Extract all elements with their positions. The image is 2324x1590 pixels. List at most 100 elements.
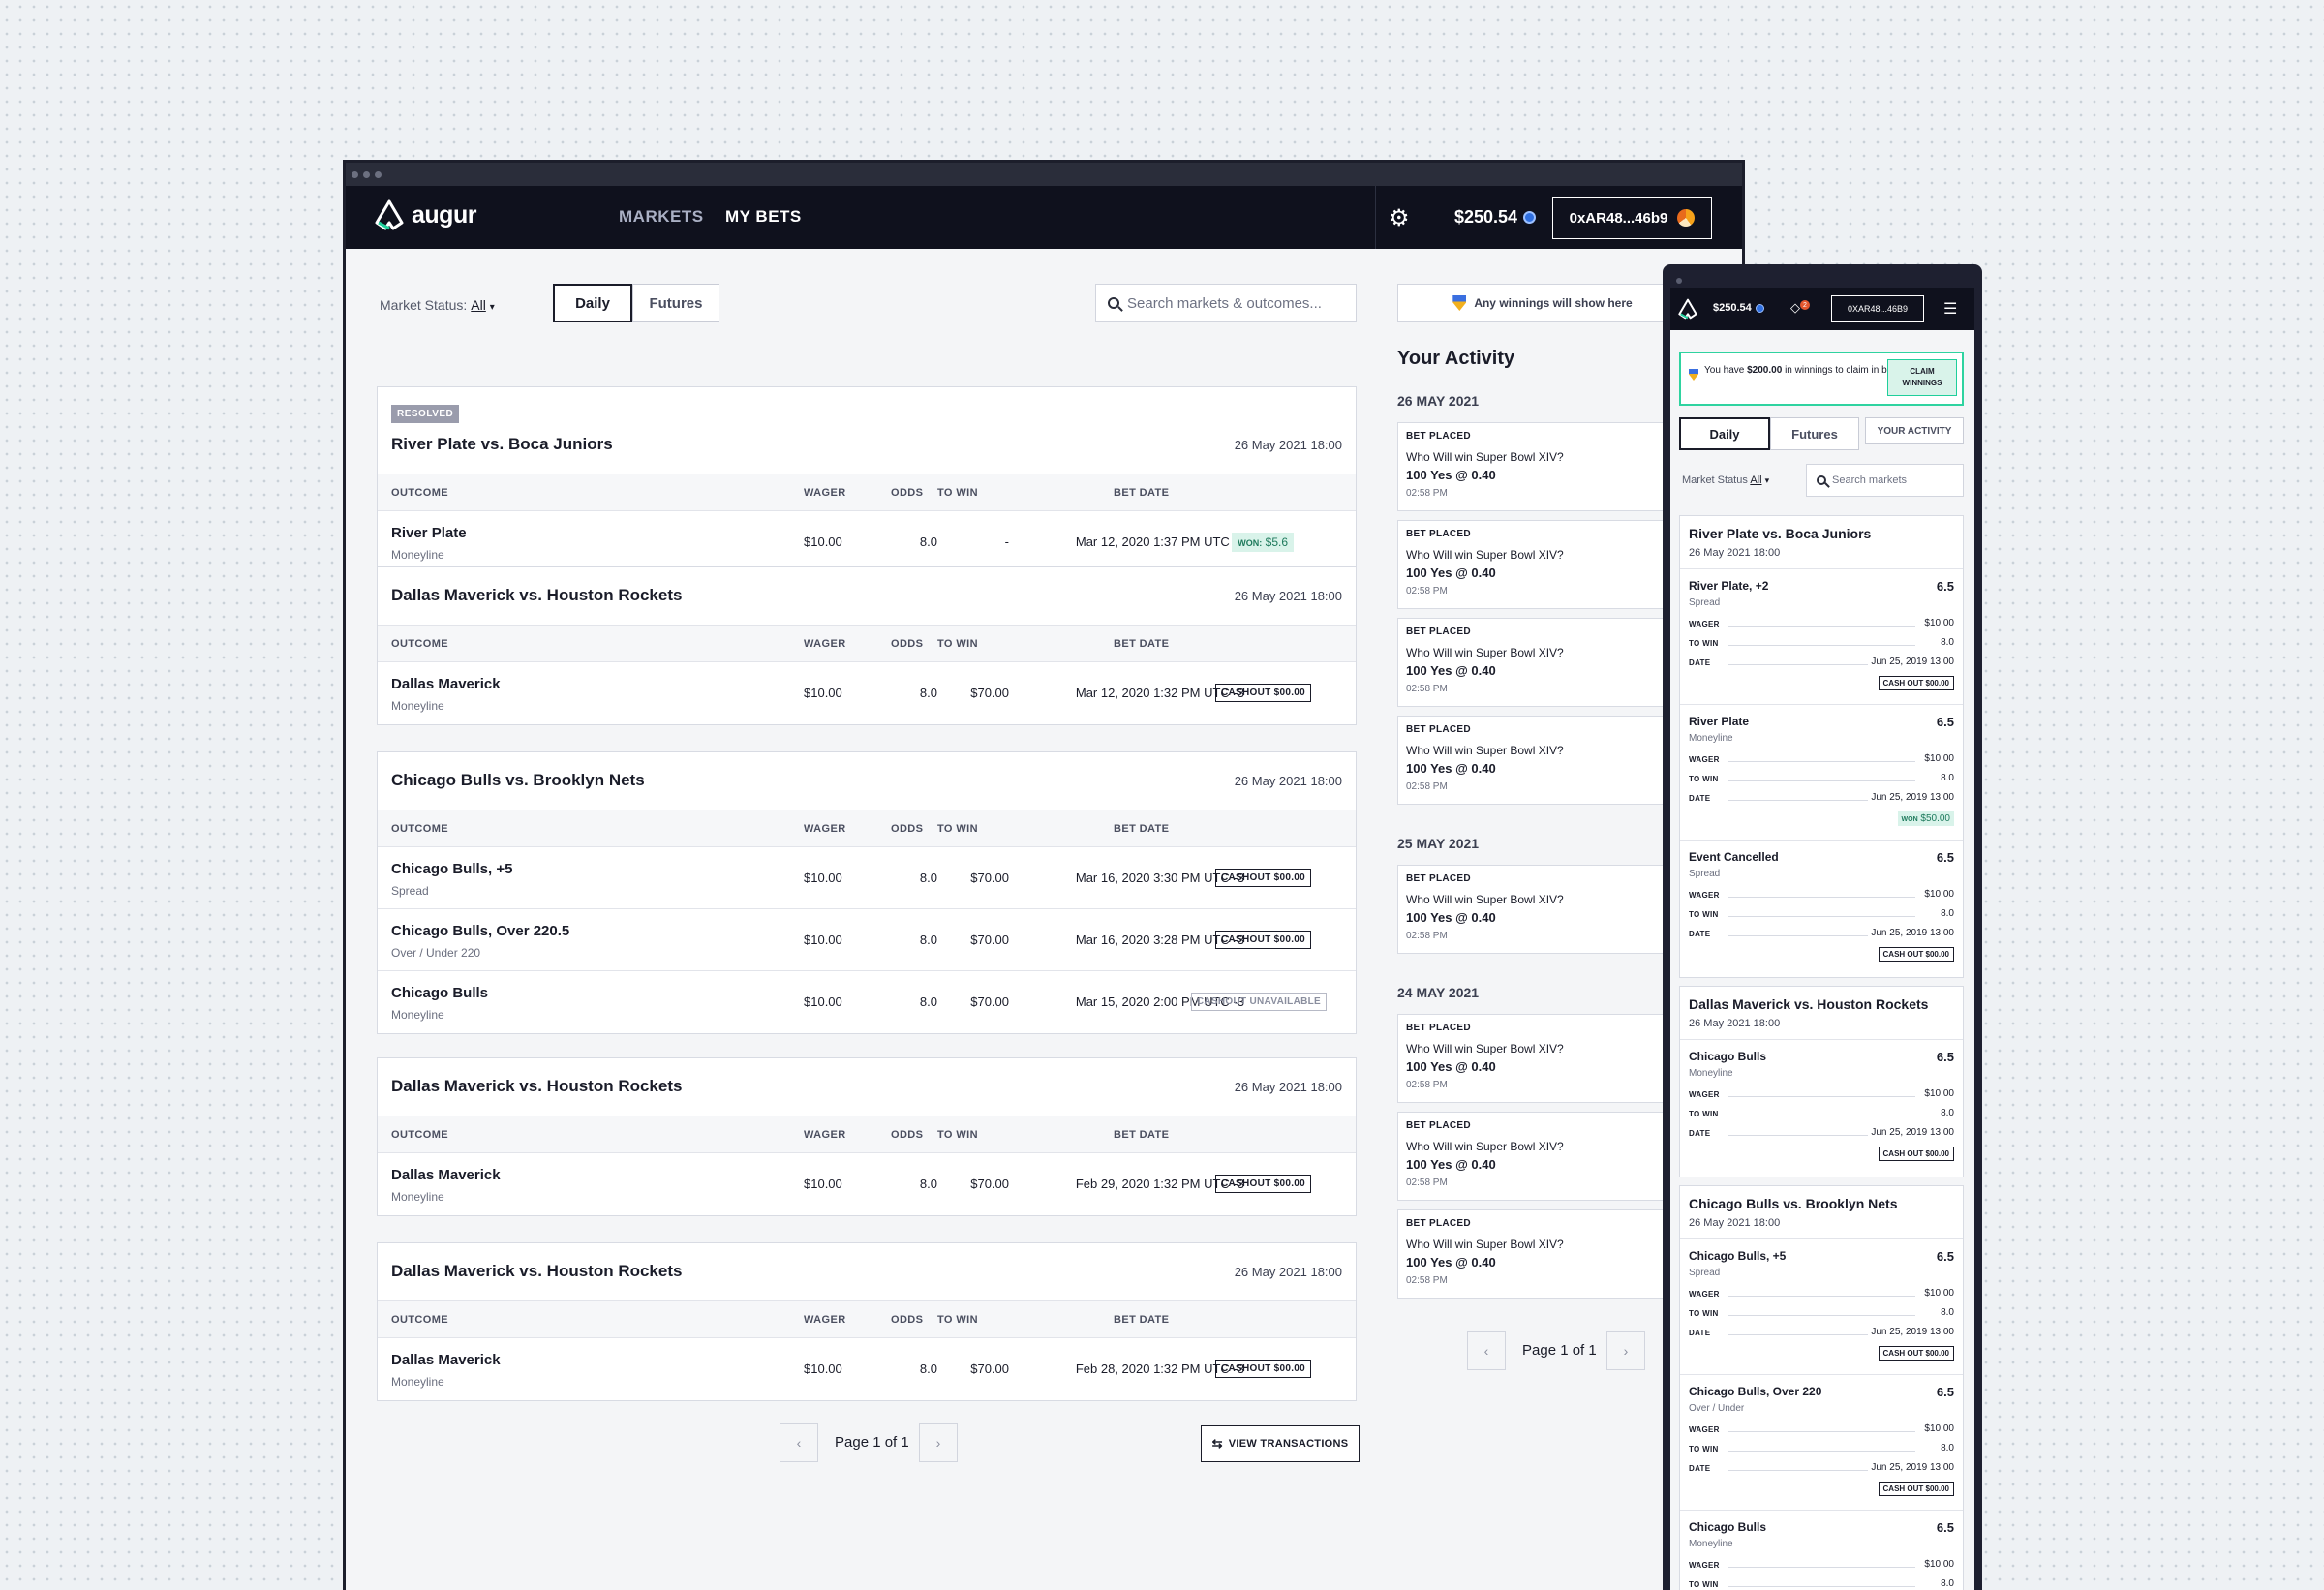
market-title[interactable]: Chicago Bulls vs. Brooklyn Nets [391,771,645,789]
dotted-leader [1728,1586,1915,1587]
next-page-button[interactable]: › [919,1423,958,1462]
top-nav: augur MARKETS MY BETS ⚙ $250.54 0xAR48..… [346,186,1742,249]
activity-item[interactable]: BET PLACED Who Will win Super Bowl XIV? 10… [1397,1014,1691,1103]
window-dot[interactable] [375,170,382,178]
coin-icon [1523,211,1537,224]
activity-question: Who Will win Super Bowl XIV? [1406,450,1564,464]
mobile-wager-label: WAGER [1689,755,1720,764]
mobile-bet-type: Spread [1689,1268,1721,1278]
mobile-wager-label: WAGER [1689,1090,1720,1099]
mobile-cashout-button[interactable]: CASH OUT $00.00 [1878,1482,1954,1496]
dotted-leader [1728,1296,1915,1297]
activity-prev-page-button[interactable]: ‹ [1467,1331,1506,1370]
mobile-market-status-filter[interactable]: Market Status All ▾ [1682,474,1769,486]
activity-item[interactable]: BET PLACED Who Will win Super Bowl XIV? 10… [1397,716,1691,805]
search-input[interactable]: Search markets & outcomes... [1095,284,1357,322]
mobile-bet-name: Chicago Bulls, +5 [1689,1249,1787,1263]
activity-time: 02:58 PM [1406,1275,1448,1286]
mobile-cashout-button[interactable]: CASH OUT $00.00 [1878,676,1954,690]
nav-markets[interactable]: MARKETS [619,207,704,226]
mobile-device: $250.54 ◇ 2 0XAR48...46B9 ☰ You have $20… [1663,264,1982,1590]
mobile-to-win-value: 8.0 [1938,1307,1954,1318]
activity-detail: 100 Yes @ 0.40 [1406,566,1496,580]
activity-item[interactable]: BET PLACED Who Will win Super Bowl XIV? 10… [1397,618,1691,707]
activity-next-page-button[interactable]: › [1606,1331,1645,1370]
market-title[interactable]: Dallas Maverick vs. Houston Rockets [391,1077,683,1095]
mobile-bet-type: Moneyline [1689,733,1733,744]
mobile-wager-label: WAGER [1689,1425,1720,1434]
dotted-leader [1728,1315,1915,1316]
mobile-tab-activity[interactable]: YOUR ACTIVITY [1865,417,1964,444]
mobile-bet: Chicago Bulls 6.5 Moneyline WAGER $10.00 TO W… [1680,1510,1963,1590]
outcome-type: Over / Under 220 [391,946,481,960]
mobile-to-win-line: TO WIN 8.0 [1689,1108,1954,1121]
window-dot[interactable] [363,170,370,178]
mobile-market-title[interactable]: Chicago Bulls vs. Brooklyn Nets [1689,1196,1898,1211]
column-header-outcome: OUTCOME [391,1314,449,1326]
market-title[interactable]: River Plate vs. Boca Juniors [391,435,613,453]
mobile-cashout-button[interactable]: CASH OUT $00.00 [1878,1346,1954,1361]
mobile-tab-daily[interactable]: Daily [1679,417,1770,450]
ticket-icon[interactable]: ◇ [1790,300,1800,315]
column-header-to-win: TO WIN [937,638,978,650]
menu-icon[interactable]: ☰ [1943,301,1958,318]
outcome-cell: Chicago Bulls Moneyline [391,985,488,1022]
claim-winnings-button[interactable]: CLAIM WINNINGS [1887,359,1957,396]
activity-time: 02:58 PM [1406,586,1448,596]
mobile-market-title[interactable]: River Plate vs. Boca Juniors [1689,526,1872,541]
activity-item[interactable]: BET PLACED Who Will win Super Bowl XIV? 10… [1397,865,1691,954]
mobile-cashout-button[interactable]: CASH OUT $00.00 [1878,1147,1954,1161]
cashout-button[interactable]: CASHOUT $00.00 [1214,1360,1311,1378]
market-date: 26 May 2021 18:00 [1234,589,1342,603]
cashout-button[interactable]: CASHOUT $00.00 [1214,1175,1311,1193]
tab-futures[interactable]: Futures [632,284,719,322]
cashout-button[interactable]: CASHOUT $00.00 [1214,869,1311,887]
market-status-filter[interactable]: Market Status: All ▾ [380,297,495,313]
window-dot[interactable] [352,170,358,178]
mobile-wager-line: WAGER $10.00 [1689,1423,1954,1437]
mobile-wager-value: $10.00 [1921,1288,1954,1299]
mobile-cashout-button[interactable]: CASH OUT $00.00 [1878,947,1954,962]
won-value: $5.6 [1265,535,1288,549]
mobile-balance: $250.54 [1713,302,1764,314]
mobile-bet-odds: 6.5 [1936,1520,1954,1535]
dotted-leader [1728,645,1915,646]
cashout-button[interactable]: CASHOUT $00.00 [1214,931,1311,949]
cashout-button[interactable]: CASHOUT $00.00 [1214,684,1311,702]
wager-value: $10.00 [804,1361,842,1376]
augur-logo-icon[interactable] [1678,298,1697,320]
mobile-account-button[interactable]: 0XAR48...46B9 [1831,295,1924,322]
tab-daily[interactable]: Daily [553,284,632,322]
nav-my-bets[interactable]: MY BETS [725,207,802,226]
wager-value: $10.00 [804,933,842,947]
bet-date-value: Feb 29, 2020 1:32 PM UTC -3 [1075,1177,1244,1191]
activity-date: 26 MAY 2021 [1397,393,1480,409]
activity-item[interactable]: BET PLACED Who Will win Super Bowl XIV? 10… [1397,422,1691,511]
augur-logo[interactable]: augur [375,199,476,230]
column-header-wager: WAGER [804,1129,846,1141]
view-transactions-button[interactable]: ⇆ VIEW TRANSACTIONS [1201,1425,1360,1462]
activity-question: Who Will win Super Bowl XIV? [1406,1238,1564,1251]
activity-item[interactable]: BET PLACED Who Will win Super Bowl XIV? 10… [1397,1209,1691,1299]
mobile-date-line: DATE Jun 25, 2019 13:00 [1689,1127,1954,1141]
mobile-bet-name: Chicago Bulls, Over 220 [1689,1385,1822,1398]
activity-item[interactable]: BET PLACED Who Will win Super Bowl XIV? 10… [1397,520,1691,609]
activity-question: Who Will win Super Bowl XIV? [1406,1140,1564,1153]
outcome-cell: Dallas Maverick Moneyline [391,1352,501,1389]
gear-icon[interactable]: ⚙ [1389,205,1410,231]
mobile-tab-futures[interactable]: Futures [1770,417,1859,450]
mobile-date-label: DATE [1689,930,1711,938]
activity-item[interactable]: BET PLACED Who Will win Super Bowl XIV? 10… [1397,1112,1691,1201]
dotted-leader [1728,1334,1915,1335]
mobile-date-label: DATE [1689,1129,1711,1138]
account-button[interactable]: 0xAR48...46b9 [1552,197,1712,239]
mobile-date-value: Jun 25, 2019 13:00 [1868,1327,1954,1337]
mobile-market-title[interactable]: Dallas Maverick vs. Houston Rockets [1689,996,1929,1012]
column-header-odds: ODDS [891,638,924,650]
market-title[interactable]: Dallas Maverick vs. Houston Rockets [391,586,683,604]
market-date: 26 May 2021 18:00 [1234,1080,1342,1094]
mobile-search-input[interactable]: Search markets [1806,464,1964,497]
activity-time: 02:58 PM [1406,1080,1448,1090]
prev-page-button[interactable]: ‹ [780,1423,818,1462]
market-title[interactable]: Dallas Maverick vs. Houston Rockets [391,1262,683,1280]
